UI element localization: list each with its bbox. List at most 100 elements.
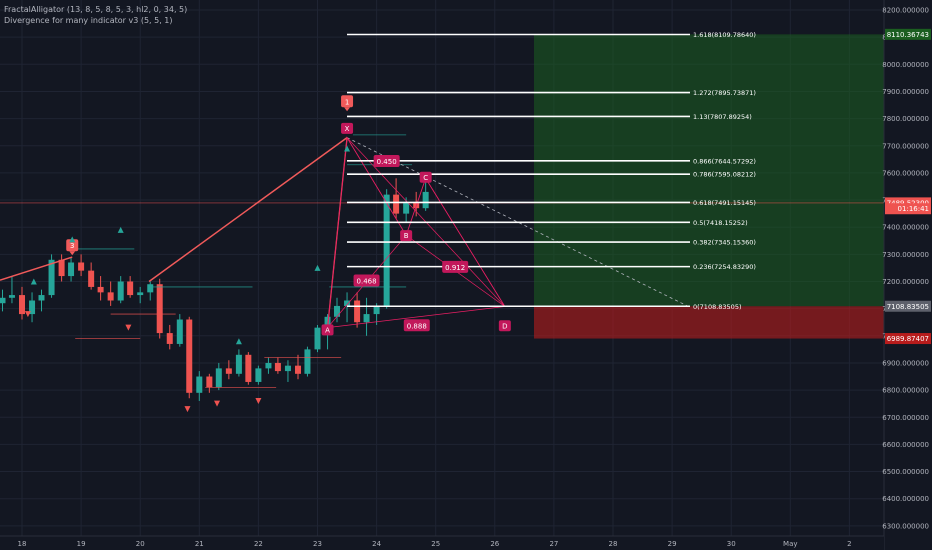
fib-label: 0.5(7418.15252): [693, 219, 748, 227]
point-tag: [419, 171, 432, 183]
price-badge-label: 8110.36743: [887, 31, 929, 39]
candle-body: [176, 319, 183, 344]
fractal-up-icon: [69, 236, 76, 243]
fib-label: 1.13(7807.89254): [693, 113, 752, 121]
candle-body: [127, 281, 134, 296]
candle-body: [314, 327, 321, 350]
fractal-number-label: 3: [70, 242, 74, 250]
candle-body: [403, 202, 410, 214]
time-tick-label: 29: [668, 540, 677, 548]
fractal-number-badge: [341, 95, 354, 108]
time-tick-label: 23: [313, 540, 322, 548]
indicator-fractal-alligator[interactable]: FractalAlligator (13, 8, 5, 8, 5, 3, hl2…: [4, 5, 188, 14]
time-tick-label: 19: [77, 540, 86, 548]
time-tick-label: 18: [18, 540, 27, 548]
fractal-number-badge: [66, 239, 79, 252]
ratio-tag: [403, 319, 430, 332]
ratio-tag: [442, 260, 469, 273]
candle-body: [294, 365, 301, 374]
price-badge-label: 01:16:41: [898, 205, 929, 213]
candle-body: [156, 284, 163, 334]
candle-body: [255, 368, 262, 382]
price-tick-label: 7400.000000: [882, 224, 929, 232]
candle-body: [245, 354, 252, 382]
candle-body: [38, 295, 45, 301]
fractal-up-icon: [235, 338, 242, 345]
candle-body: [215, 368, 222, 388]
candle-body: [206, 376, 213, 388]
fib-label: 1.618(8109.78640): [693, 31, 756, 39]
ratio-tag-label: 0.888: [407, 322, 427, 330]
candle-body: [186, 319, 193, 393]
fractal-down-icon: [125, 324, 132, 331]
price-badge-label: 6989.87407: [887, 335, 929, 343]
candle-body: [117, 281, 124, 301]
time-tick-label: 20: [136, 540, 145, 548]
price-badge: [885, 28, 931, 40]
point-tag: [400, 230, 413, 242]
candle-body: [363, 314, 370, 323]
fib-label: 0.618(7491.15145): [693, 199, 756, 207]
candle-body: [58, 259, 65, 277]
time-tick-label: 25: [431, 540, 440, 548]
candle-body: [147, 284, 154, 293]
price-tick-label: 7300.000000: [882, 251, 929, 259]
indicator-divergence[interactable]: Divergence for many indicator v3 (5, 5, …: [4, 16, 173, 25]
price-badge: [885, 333, 931, 345]
candle-body: [344, 300, 351, 306]
time-tick-label: 24: [372, 540, 381, 548]
fractal-down-icon: [214, 400, 221, 407]
candle-body: [383, 194, 390, 306]
price-tick-label: 7200.000000: [882, 278, 929, 286]
candle-body: [29, 300, 36, 315]
point-tag-label: B: [404, 232, 409, 240]
fractal-down-icon: [24, 311, 31, 318]
candle-body: [235, 354, 242, 374]
time-axis[interactable]: 18 19 20 21 22 23 24 25 26 27 28 29 30 May 2: [0, 535, 884, 550]
risk-reward-zones: [0, 34, 884, 339]
price-tick-label: 6700.000000: [882, 414, 929, 422]
point-tag-label: D: [502, 322, 507, 330]
price-tick-label: 7700.000000: [882, 142, 929, 150]
candle-body: [19, 295, 25, 315]
pattern-markers: 1 3 0.468 0.888 0.912 0.450 D C B A X: [24, 95, 511, 413]
projection-line: [346, 137, 691, 308]
fib-label: 1.272(7895.73871): [693, 89, 756, 97]
time-tick-label: 26: [490, 540, 499, 548]
fibonacci-levels: 1.618(8109.78640) 1.272(7895.73871) 1.13(7…: [347, 31, 756, 311]
candle-body: [68, 262, 75, 277]
price-tick-label: 7600.000000: [882, 169, 929, 177]
candle-body: [304, 349, 311, 374]
candle-body: [373, 305, 380, 315]
time-axis-background: [0, 536, 884, 550]
candle-body: [196, 376, 203, 393]
price-tick-label: 6600.000000: [882, 441, 929, 449]
trend-line-left: [0, 256, 73, 281]
indicator-legend: FractalAlligator (13, 8, 5, 8, 5, 3, hl2…: [4, 4, 187, 26]
candle-body: [88, 270, 95, 287]
time-tick-label: 21: [195, 540, 204, 548]
candle-body: [225, 368, 232, 374]
time-tick-label: 27: [549, 540, 558, 548]
price-tick-label: 6300.000000: [882, 522, 929, 530]
fractal-number-label: 1: [345, 98, 349, 106]
fractal-number-pointer: [69, 251, 76, 256]
point-tag-label: A: [325, 326, 330, 334]
fib-label: 0.382(7345.15360): [693, 239, 756, 247]
price-badge-label: 7108.83505: [887, 303, 929, 311]
price-axis[interactable]: 8200.0000008100.0000008000.0000007900.00…: [882, 0, 932, 550]
fib-label: 0.236(7254.83290): [693, 263, 756, 271]
ratio-tag: [373, 155, 400, 168]
time-tick-label: 22: [254, 540, 263, 548]
point-tag-label: X: [345, 125, 350, 133]
price-tick-label: 7800.000000: [882, 115, 929, 123]
price-tick-label: 6500.000000: [882, 468, 929, 476]
point-tag: [498, 320, 511, 332]
fractal-down-icon: [184, 406, 191, 413]
time-tick-label: 28: [609, 540, 618, 548]
trend-line-up: [148, 136, 348, 283]
price-tick-label: 6900.000000: [882, 359, 929, 367]
fib-label: 0.866(7644.57292): [693, 157, 756, 165]
ratio-tag-label: 0.912: [445, 264, 465, 272]
